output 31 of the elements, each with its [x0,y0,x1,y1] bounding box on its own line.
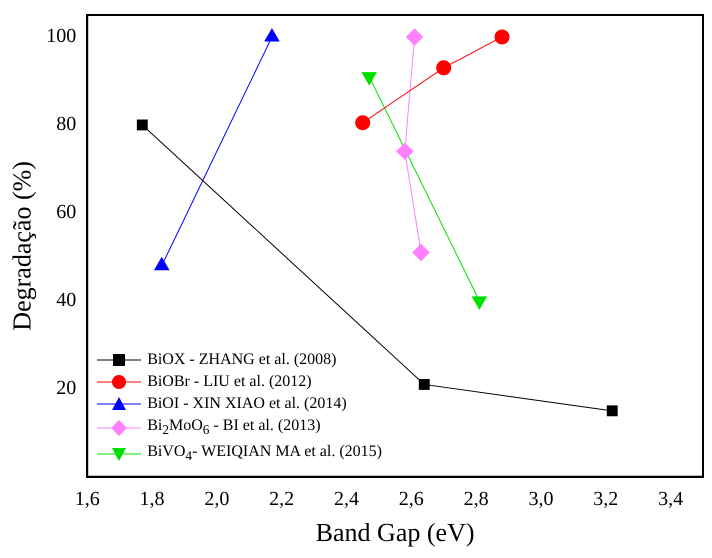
point [494,29,510,44]
legend-label: BiOBr - LIU et al. (2012) [147,372,312,392]
point [406,28,424,46]
x-tick-label: 1,6 [74,488,100,510]
y-tick-label: 80 [56,113,76,136]
point [396,142,414,160]
y-tick-label: 100 [46,25,76,48]
y-axis-title: Degradação (%) [7,161,36,331]
y-tick-label: 60 [56,201,76,224]
x-tick-label: 2,2 [269,488,294,510]
x-tick-label: 3,0 [528,488,554,510]
y-tick-label: 20 [56,377,76,400]
point [606,405,618,416]
x-tick-label: 1,8 [140,488,165,510]
x-axis-title: Band Gap (eV) [316,518,475,548]
x-tick-label: 2,8 [464,488,489,510]
legend-label: BiOI - XIN XIAO et al. (2014) [147,394,347,414]
x-tick-label: 2,0 [204,488,230,510]
legend-label: BiOX - ZHANG et al. (2008) [147,350,336,370]
point [436,60,452,76]
x-tick-label: 3,4 [658,488,684,510]
point [418,378,430,390]
x-tick-label: 3,2 [593,488,618,510]
legend-label: Bi$_{2}$MoO$_{6}$ - BI et al. (2013) [147,416,321,439]
legend-label: BiVO$_{4}$- WEIQIAN MA et al. (2015) [147,442,382,466]
point [412,244,430,261]
point [136,120,148,130]
point [355,115,370,130]
x-tick-label: 2,6 [398,488,424,510]
x-tick-label: 2,4 [334,488,359,510]
y-tick-label: 40 [56,289,76,312]
